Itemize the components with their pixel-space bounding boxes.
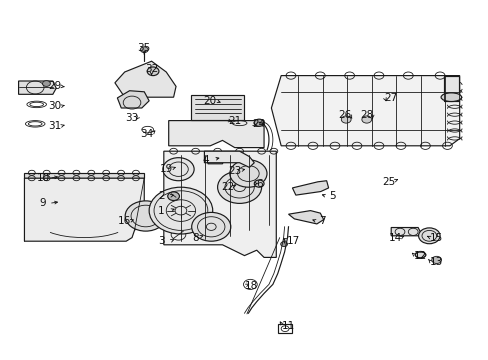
Circle shape xyxy=(229,160,266,187)
Text: 14: 14 xyxy=(387,233,401,243)
Text: 20: 20 xyxy=(203,96,216,106)
Polygon shape xyxy=(24,173,144,178)
Text: 31: 31 xyxy=(48,121,61,131)
Polygon shape xyxy=(168,121,264,148)
Circle shape xyxy=(147,67,159,76)
Text: 21: 21 xyxy=(227,116,241,126)
Text: 18: 18 xyxy=(244,281,258,291)
Polygon shape xyxy=(288,211,323,224)
Circle shape xyxy=(361,116,371,123)
Text: 10: 10 xyxy=(37,173,49,183)
Text: 34: 34 xyxy=(140,129,153,139)
Text: 29: 29 xyxy=(48,81,61,91)
Text: 11: 11 xyxy=(281,321,295,331)
Circle shape xyxy=(418,228,439,244)
Ellipse shape xyxy=(440,93,461,102)
Text: 7: 7 xyxy=(319,216,325,226)
Circle shape xyxy=(140,47,148,53)
Polygon shape xyxy=(19,81,56,94)
Polygon shape xyxy=(115,61,176,97)
Polygon shape xyxy=(271,76,459,146)
Polygon shape xyxy=(390,228,420,236)
Text: 15: 15 xyxy=(428,233,442,243)
Text: 35: 35 xyxy=(137,42,151,53)
Circle shape xyxy=(149,187,212,234)
Text: 17: 17 xyxy=(286,236,300,246)
Text: 19: 19 xyxy=(159,164,173,174)
Circle shape xyxy=(254,119,264,126)
Text: 30: 30 xyxy=(48,101,61,111)
Text: 32: 32 xyxy=(144,64,158,74)
Text: 9: 9 xyxy=(40,198,46,208)
Polygon shape xyxy=(204,151,254,167)
Circle shape xyxy=(42,81,50,86)
Text: 13: 13 xyxy=(428,257,442,267)
Circle shape xyxy=(125,201,166,231)
Text: 33: 33 xyxy=(125,113,139,123)
Polygon shape xyxy=(292,181,328,195)
Text: 26: 26 xyxy=(337,110,351,120)
Text: 1: 1 xyxy=(158,206,164,216)
Circle shape xyxy=(341,116,350,123)
Circle shape xyxy=(254,180,264,187)
Ellipse shape xyxy=(414,252,425,258)
Polygon shape xyxy=(190,95,244,120)
Polygon shape xyxy=(207,157,224,164)
Text: 22: 22 xyxy=(220,182,234,192)
Text: 5: 5 xyxy=(328,191,335,201)
Circle shape xyxy=(191,212,230,241)
Polygon shape xyxy=(24,178,144,241)
Text: 16: 16 xyxy=(118,216,131,226)
Circle shape xyxy=(431,256,441,264)
Circle shape xyxy=(167,192,179,201)
Text: 3: 3 xyxy=(158,236,164,246)
Text: 28: 28 xyxy=(359,110,373,120)
Text: 27: 27 xyxy=(384,93,397,103)
Text: 25: 25 xyxy=(381,177,395,187)
Text: 6: 6 xyxy=(255,179,262,189)
Polygon shape xyxy=(117,91,149,108)
Text: 12: 12 xyxy=(413,251,427,261)
Circle shape xyxy=(280,242,287,247)
Text: 8: 8 xyxy=(192,233,199,243)
Polygon shape xyxy=(163,151,276,257)
Text: 24: 24 xyxy=(252,119,265,129)
Polygon shape xyxy=(443,76,458,101)
Text: 23: 23 xyxy=(227,166,241,176)
Circle shape xyxy=(217,171,261,203)
Circle shape xyxy=(163,158,194,181)
Text: 2: 2 xyxy=(158,191,164,201)
Text: 4: 4 xyxy=(202,155,208,165)
